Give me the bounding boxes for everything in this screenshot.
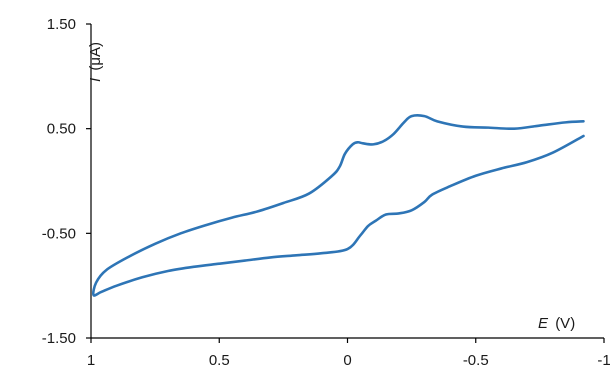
x-axis-title-symbol: E — [538, 315, 549, 332]
y-axis-title: I (μA) — [87, 42, 104, 82]
y-tick-label: 1.50 — [47, 16, 76, 33]
x-tick-label: 0.5 — [209, 352, 230, 369]
y-tick-label: -0.50 — [42, 225, 76, 242]
x-tick-label: 1 — [87, 352, 95, 369]
y-tick-label: 0.50 — [47, 121, 76, 138]
y-axis-title-symbol: I — [87, 78, 104, 82]
y-tick-label: -1.50 — [42, 330, 76, 347]
x-axis-title-unit: (V) — [555, 315, 575, 332]
x-tick-label: -0.5 — [463, 352, 489, 369]
chart-axes — [90, 24, 604, 339]
chart-series — [92, 114, 585, 297]
y-axis-title-unit: (μA) — [87, 42, 104, 71]
chart-ticks: 1.500.50-0.50-1.501 0.5 0 -0.5 -1 — [42, 16, 611, 369]
voltammogram-line — [92, 114, 585, 297]
x-axis-title: E (V) — [538, 315, 575, 332]
x-tick-label: -1 — [597, 352, 610, 369]
x-tick-label: 0 — [343, 352, 351, 369]
